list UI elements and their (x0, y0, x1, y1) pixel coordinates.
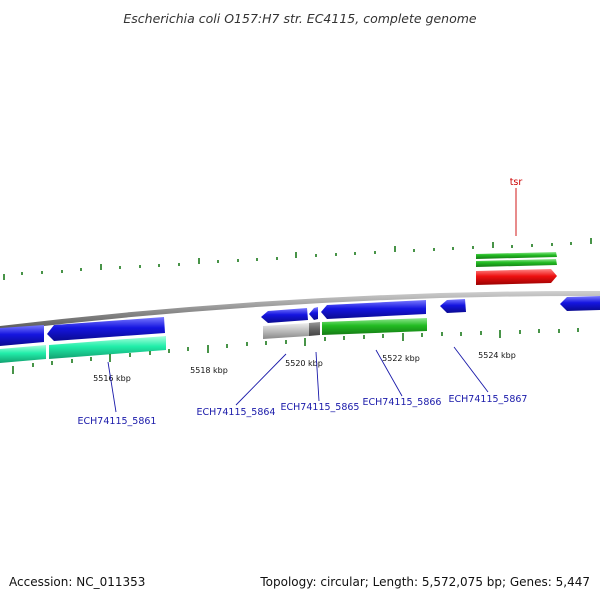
pseudogene-block[interactable] (263, 323, 309, 339)
inner-tick-row (12, 328, 579, 374)
genome-backbone (0, 290, 600, 331)
gene-label-5864[interactable]: ECH74115_5864 (197, 407, 276, 418)
reverse-gene-arrow-5867[interactable] (440, 299, 466, 313)
leader-line-5865 (315, 351, 320, 402)
teal-gene-block[interactable] (49, 336, 166, 359)
genome-summary-label: Topology: circular; Length: 5,572,075 bp… (259, 575, 590, 589)
reverse-gene-arrow[interactable] (560, 296, 600, 311)
map-title: Escherichia coli O157:H7 str. EC4115, co… (123, 11, 477, 26)
forward-gene-arrow-tsr-upper[interactable] (476, 252, 557, 259)
gene-label-leaders (107, 346, 489, 413)
reverse-gene-arrow[interactable] (47, 317, 165, 341)
ruler-label-5522: 5522 kbp (382, 354, 420, 363)
forward-gene-arrow-tsr-lower[interactable] (476, 259, 557, 267)
gene-label-5865[interactable]: ECH74115_5865 (281, 402, 360, 413)
leader-line-5861 (107, 361, 117, 413)
gene-label-5866[interactable]: ECH74115_5866 (363, 397, 442, 408)
leader-line-5867 (453, 346, 489, 393)
leader-line-5866 (375, 349, 403, 397)
gene-label-5861[interactable]: ECH74115_5861 (78, 416, 157, 427)
accession-label: Accession: NC_011353 (9, 575, 145, 589)
reverse-gene-arrow-5866[interactable] (321, 300, 426, 319)
gene-label-tsr[interactable]: tsr (510, 177, 523, 188)
reverse-gene-arrow-5864[interactable] (261, 308, 308, 323)
forward-gene-block[interactable] (322, 318, 427, 335)
ruler-label-5520: 5520 kbp (285, 359, 323, 368)
leader-line-5864 (235, 353, 287, 406)
pseudogene-block-dark[interactable] (309, 322, 320, 336)
reverse-gene-arrow-5865[interactable] (309, 307, 318, 320)
gene-label-5867[interactable]: ECH74115_5867 (449, 394, 528, 405)
ruler-label-5518: 5518 kbp (190, 366, 228, 375)
reverse-gene-arrow[interactable] (0, 325, 44, 346)
ruler-label-5524: 5524 kbp (478, 351, 516, 360)
forward-gene-arrow-tsr[interactable] (476, 269, 557, 285)
outer-tick-row (3, 238, 592, 280)
teal-gene-block[interactable] (0, 345, 46, 363)
ruler-label-5516: 5516 kbp (93, 374, 131, 383)
